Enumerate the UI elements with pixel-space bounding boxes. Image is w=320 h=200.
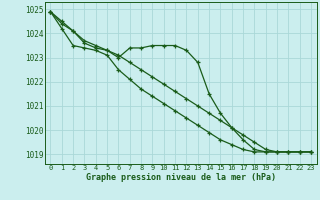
X-axis label: Graphe pression niveau de la mer (hPa): Graphe pression niveau de la mer (hPa) — [86, 173, 276, 182]
